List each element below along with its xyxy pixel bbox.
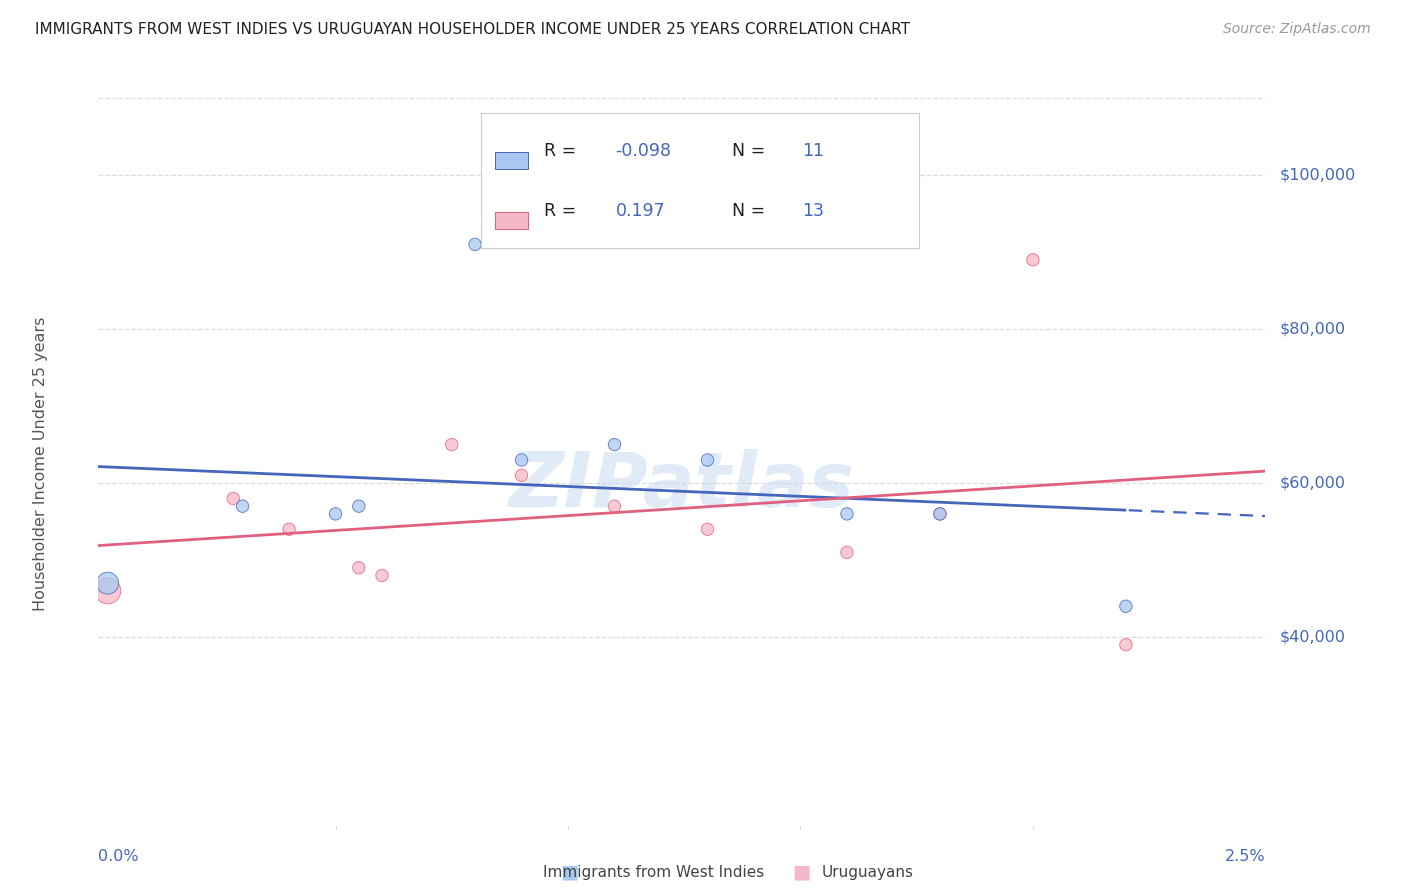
- Point: [696, 522, 718, 536]
- Text: $60,000: $60,000: [1279, 475, 1346, 491]
- Text: Householder Income Under 25 years: Householder Income Under 25 years: [32, 317, 48, 611]
- Text: ■: ■: [792, 863, 811, 882]
- Point: [603, 437, 626, 451]
- Point: [464, 237, 486, 252]
- Text: 13: 13: [801, 202, 824, 219]
- Text: -0.098: -0.098: [616, 142, 672, 160]
- Text: IMMIGRANTS FROM WEST INDIES VS URUGUAYAN HOUSEHOLDER INCOME UNDER 25 YEARS CORRE: IMMIGRANTS FROM WEST INDIES VS URUGUAYAN…: [35, 22, 910, 37]
- Point: [325, 507, 347, 521]
- Point: [929, 507, 952, 521]
- Point: [510, 468, 533, 483]
- Point: [1115, 599, 1137, 614]
- Point: [1115, 638, 1137, 652]
- Point: [603, 499, 626, 513]
- Point: [222, 491, 245, 506]
- Text: R =: R =: [544, 142, 582, 160]
- Text: 2.5%: 2.5%: [1225, 849, 1265, 863]
- Text: $40,000: $40,000: [1279, 630, 1346, 645]
- Point: [1022, 252, 1045, 267]
- Text: ZIPatlas: ZIPatlas: [509, 449, 855, 523]
- Point: [347, 561, 370, 575]
- Text: 0.0%: 0.0%: [98, 849, 139, 863]
- Text: 0.197: 0.197: [616, 202, 665, 219]
- Text: N =: N =: [733, 142, 770, 160]
- Text: ■: ■: [560, 863, 579, 882]
- Text: Immigrants from West Indies: Immigrants from West Indies: [543, 865, 765, 880]
- Text: $80,000: $80,000: [1279, 322, 1346, 336]
- Text: Source: ZipAtlas.com: Source: ZipAtlas.com: [1223, 22, 1371, 37]
- Point: [97, 583, 120, 598]
- Point: [696, 453, 718, 467]
- Point: [371, 568, 394, 582]
- Point: [278, 522, 301, 536]
- Point: [510, 453, 533, 467]
- Text: 11: 11: [801, 142, 824, 160]
- Point: [347, 499, 370, 513]
- Point: [835, 507, 858, 521]
- Text: R =: R =: [544, 202, 582, 219]
- Text: Uruguayans: Uruguayans: [821, 865, 914, 880]
- Point: [232, 499, 254, 513]
- Point: [929, 507, 952, 521]
- Text: $100,000: $100,000: [1279, 168, 1355, 183]
- FancyBboxPatch shape: [481, 112, 918, 248]
- Point: [97, 576, 120, 591]
- Point: [835, 545, 858, 559]
- FancyBboxPatch shape: [495, 211, 527, 229]
- FancyBboxPatch shape: [495, 152, 527, 169]
- Point: [440, 437, 463, 451]
- Text: N =: N =: [733, 202, 770, 219]
